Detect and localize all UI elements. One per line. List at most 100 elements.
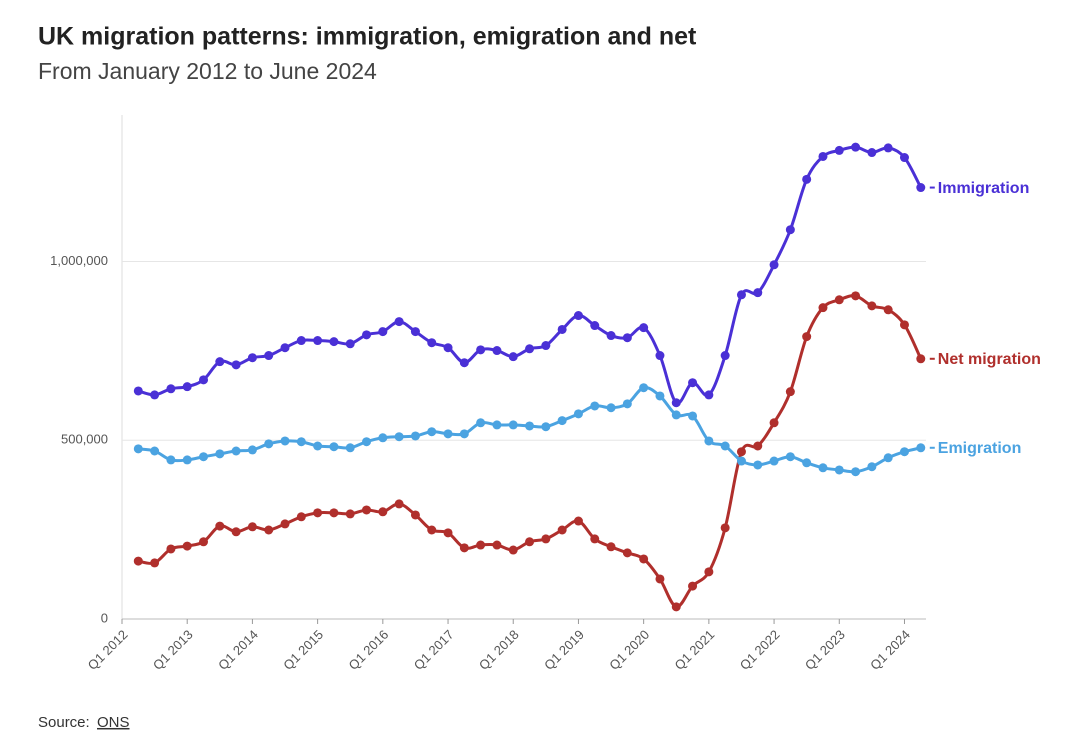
data-point [182, 382, 192, 392]
data-point [329, 337, 339, 347]
data-point [280, 519, 290, 529]
data-point [150, 390, 160, 400]
data-point [688, 581, 698, 591]
data-point [410, 431, 420, 441]
data-point [133, 386, 143, 396]
data-point [459, 543, 469, 553]
data-point [769, 456, 779, 466]
data-point [769, 260, 779, 270]
x-tick-label: Q1 2016 [346, 627, 392, 673]
data-point [606, 403, 616, 413]
data-point [329, 508, 339, 518]
data-point [720, 351, 730, 361]
data-point [785, 225, 795, 235]
series-label: Immigration [938, 180, 1030, 197]
data-point [150, 446, 160, 456]
x-tick-label: Q1 2023 [802, 627, 848, 673]
x-tick-label: Q1 2018 [476, 627, 522, 673]
data-point [166, 544, 176, 554]
data-point [622, 548, 632, 558]
data-point [736, 456, 746, 466]
data-point [557, 525, 567, 535]
data-point [785, 387, 795, 397]
data-point [802, 174, 812, 184]
x-tick-label: Q1 2020 [606, 627, 652, 673]
data-point [655, 391, 665, 401]
x-tick-label: Q1 2019 [541, 627, 587, 673]
data-point [231, 446, 241, 456]
x-tick-label: Q1 2017 [411, 627, 457, 673]
x-tick-label: Q1 2021 [672, 627, 718, 673]
data-point [199, 537, 209, 547]
data-point [133, 556, 143, 566]
data-point [834, 465, 844, 475]
data-point [199, 375, 209, 385]
x-tick-label: Q1 2015 [280, 627, 326, 673]
data-point [508, 352, 518, 362]
data-point [704, 390, 714, 400]
data-point [410, 327, 420, 337]
x-tick-label: Q1 2024 [867, 627, 913, 673]
data-point [362, 505, 372, 515]
x-tick-label: Q1 2014 [215, 627, 261, 673]
data-point [280, 436, 290, 446]
series-line [137, 145, 923, 405]
data-point [280, 343, 290, 353]
data-point [459, 429, 469, 439]
data-point [573, 409, 583, 419]
data-point [296, 336, 306, 346]
data-point [264, 439, 274, 449]
data-point [296, 437, 306, 447]
data-point [736, 290, 746, 300]
data-point [264, 351, 274, 361]
data-point [215, 521, 225, 531]
data-point [590, 321, 600, 331]
data-point [166, 384, 176, 394]
data-point [394, 499, 404, 509]
data-point [313, 441, 323, 451]
data-point [394, 317, 404, 327]
data-point [573, 516, 583, 526]
data-point [899, 320, 909, 330]
data-point [492, 420, 502, 430]
data-point [899, 447, 909, 457]
x-tick-label: Q1 2022 [737, 627, 783, 673]
data-point [427, 427, 437, 437]
data-point [851, 142, 861, 152]
data-point [492, 540, 502, 550]
data-point [378, 433, 388, 443]
data-point [362, 437, 372, 447]
data-point [622, 333, 632, 343]
data-point [606, 331, 616, 341]
data-point [883, 143, 893, 153]
data-point [345, 339, 355, 349]
data-point [508, 545, 518, 555]
data-point [150, 558, 160, 568]
data-point [851, 467, 861, 477]
data-point [639, 323, 649, 333]
data-point [639, 554, 649, 564]
data-point [573, 311, 583, 321]
y-tick-label: 1,000,000 [50, 253, 108, 268]
source-label: Source: [38, 714, 90, 731]
data-point [492, 346, 502, 356]
series-label: Emigration [938, 440, 1022, 457]
data-point [525, 421, 535, 431]
data-point [427, 338, 437, 348]
data-point [345, 443, 355, 453]
data-point [247, 353, 257, 363]
data-point [247, 522, 257, 532]
data-point [476, 418, 486, 428]
data-point [785, 452, 795, 462]
data-point [883, 453, 893, 463]
data-point [671, 602, 681, 612]
data-point [313, 336, 323, 346]
source-link[interactable]: ONS [97, 714, 130, 731]
data-point [557, 416, 567, 426]
data-point [541, 422, 551, 432]
data-point [916, 354, 926, 364]
data-point [867, 462, 877, 472]
data-point [688, 378, 698, 388]
data-point [606, 542, 616, 552]
